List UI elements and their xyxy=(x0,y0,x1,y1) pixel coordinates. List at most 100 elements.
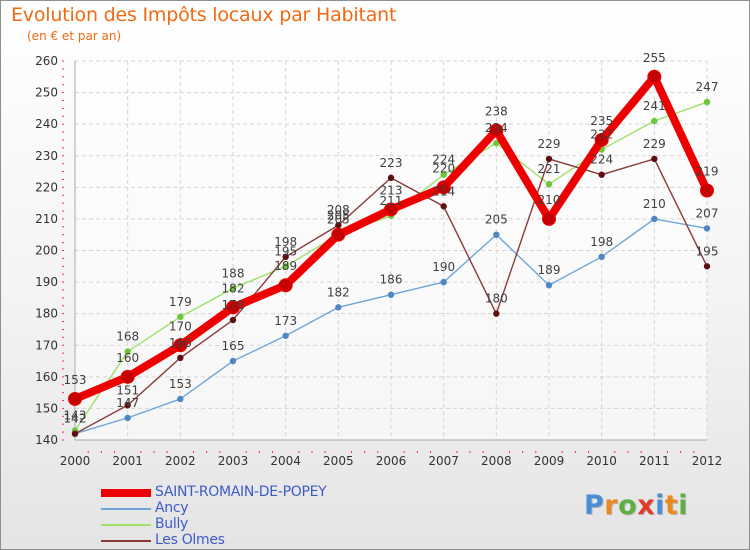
data-label: 153 xyxy=(64,373,87,387)
data-label: 210 xyxy=(643,197,666,211)
data-point xyxy=(226,300,240,315)
data-point xyxy=(282,253,289,261)
x-tick-label: 2010 xyxy=(586,454,617,468)
data-point xyxy=(278,278,293,293)
data-label: 205 xyxy=(327,213,350,227)
proxiti-logo: Proxiti xyxy=(584,490,688,521)
data-point xyxy=(651,215,658,223)
x-tick-label: 2005 xyxy=(323,454,354,468)
x-tick-label: 2001 xyxy=(112,454,143,468)
data-point xyxy=(229,316,237,324)
x-tick-label: 2006 xyxy=(376,454,407,468)
data-point xyxy=(598,253,605,261)
data-point xyxy=(177,395,184,403)
y-tick-label: 190 xyxy=(35,275,58,289)
data-point xyxy=(651,155,658,163)
data-label: 180 xyxy=(485,292,508,306)
logo-letter: i xyxy=(678,490,689,521)
y-tick-label: 200 xyxy=(35,244,58,258)
y-tick-label: 150 xyxy=(35,401,58,415)
data-point xyxy=(436,180,451,195)
data-label: 208 xyxy=(327,203,350,217)
data-point xyxy=(335,222,342,229)
data-point xyxy=(331,227,346,242)
data-label: 234 xyxy=(485,121,508,135)
legend-label: SAINT-ROMAIN-DE-POPEY xyxy=(155,484,327,500)
x-tick-label: 2012 xyxy=(692,454,723,468)
y-tick-label: 140 xyxy=(35,433,58,447)
data-label: 241 xyxy=(643,99,666,113)
data-point xyxy=(647,69,662,84)
data-point xyxy=(542,211,556,226)
data-label: 182 xyxy=(327,285,350,299)
data-label: 221 xyxy=(538,162,561,176)
data-label: 224 xyxy=(432,153,455,167)
data-point xyxy=(493,139,500,147)
x-tick-label: 2002 xyxy=(165,454,196,468)
data-point xyxy=(440,203,447,210)
data-label: 211 xyxy=(380,194,403,208)
data-label: 151 xyxy=(116,383,139,397)
data-label: 142 xyxy=(64,412,87,426)
data-point xyxy=(387,174,395,182)
data-label: 229 xyxy=(643,137,666,151)
data-point xyxy=(124,414,131,422)
data-point xyxy=(282,332,289,339)
data-point xyxy=(598,171,605,178)
logo-letter: t xyxy=(664,490,679,521)
data-point xyxy=(173,338,188,353)
data-point xyxy=(594,132,609,147)
data-point xyxy=(703,98,711,106)
data-label: 214 xyxy=(432,184,455,198)
y-tick-label: 170 xyxy=(35,338,58,352)
data-label: 207 xyxy=(696,206,719,220)
data-point xyxy=(703,263,711,270)
data-point xyxy=(282,263,289,270)
data-label: 198 xyxy=(274,235,297,249)
logo-letter: i xyxy=(655,490,665,521)
data-label: 179 xyxy=(169,295,192,309)
x-tick-label: 2009 xyxy=(534,454,565,468)
data-label: 142 xyxy=(64,412,87,426)
data-point xyxy=(229,357,237,365)
data-label: 153 xyxy=(169,377,192,391)
data-point xyxy=(120,369,135,384)
data-point xyxy=(387,291,395,298)
data-label: 186 xyxy=(380,273,403,287)
data-label: 165 xyxy=(222,339,245,353)
data-label: 224 xyxy=(590,153,613,167)
data-point xyxy=(545,155,553,163)
data-label: 173 xyxy=(274,314,297,328)
x-tick-label: 2008 xyxy=(481,454,512,468)
x-tick-label: 2004 xyxy=(270,454,301,468)
data-label: 220 xyxy=(432,161,455,175)
data-label: 229 xyxy=(538,137,561,151)
data-label: 235 xyxy=(590,114,613,128)
logo-letter: x xyxy=(637,490,656,521)
y-tick-label: 240 xyxy=(35,117,58,131)
chart-subtitle: (en € et par an) xyxy=(27,29,122,43)
data-label: 178 xyxy=(222,298,245,312)
data-label: 160 xyxy=(116,351,139,365)
legend-label: Ancy xyxy=(155,500,189,516)
data-point xyxy=(703,225,711,232)
data-point xyxy=(335,304,342,311)
data-label: 195 xyxy=(696,244,719,258)
data-label: 182 xyxy=(222,281,245,295)
data-label: 189 xyxy=(274,259,297,273)
data-point xyxy=(493,310,500,317)
y-tick-label: 210 xyxy=(35,212,58,226)
legend-swatch xyxy=(101,524,151,526)
data-point xyxy=(489,123,504,138)
data-label: 195 xyxy=(274,244,297,258)
x-tick-label: 2007 xyxy=(428,454,459,468)
x-tick-label: 2003 xyxy=(218,454,249,468)
data-label: 205 xyxy=(485,213,508,227)
data-point xyxy=(440,171,447,178)
y-tick-label: 180 xyxy=(35,307,58,321)
legend-label: Les Olmes xyxy=(155,532,225,548)
y-tick-label: 260 xyxy=(35,54,58,68)
data-point xyxy=(177,354,184,362)
legend-swatch xyxy=(101,489,151,497)
